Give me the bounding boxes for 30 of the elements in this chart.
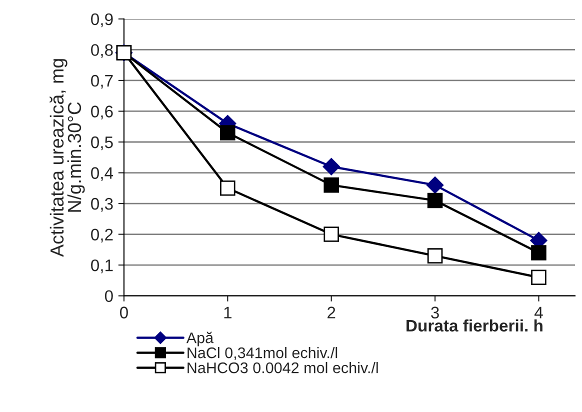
point (220, 125, 236, 140)
point (324, 226, 339, 242)
x-tick-label: 1 (224, 306, 232, 318)
y-tick-label: 0,7 (91, 74, 113, 89)
y-tick-label: 0,5 (91, 136, 113, 150)
point (324, 177, 339, 193)
point (531, 245, 546, 260)
x-tick-label: 0 (120, 306, 128, 318)
y-tick-label: 0,1 (91, 259, 113, 274)
y-axis-title: Activitatea ureazică, mg N/g.min.30°C (50, 59, 85, 257)
legend-label: NaHCO3 0.0042 mol echiv./l (188, 362, 378, 374)
y-tick-label: 0,4 (91, 167, 114, 181)
x-axis-title: Durata fierberii. h (406, 319, 542, 332)
point (220, 180, 236, 196)
y-tick-label: 0,3 (91, 198, 113, 212)
point (427, 248, 443, 264)
y-tick-label: 0,8 (91, 44, 113, 58)
x-tick-label: 3 (431, 306, 439, 318)
point (531, 270, 546, 285)
legend-label: Apă (186, 332, 214, 346)
point (426, 176, 444, 194)
point (427, 192, 443, 208)
legend-label: NaCl 0,341mol echiv./l (188, 347, 338, 360)
y-tick-label: 0,9 (91, 13, 113, 28)
x-tick-label: 4 (534, 306, 543, 318)
y-tick-label: 0,2 (91, 228, 113, 242)
point (322, 158, 340, 176)
y-tick-label: 0 (104, 290, 113, 302)
x-tick-label: 2 (328, 306, 336, 318)
y-tick-label: 0,6 (91, 106, 113, 120)
